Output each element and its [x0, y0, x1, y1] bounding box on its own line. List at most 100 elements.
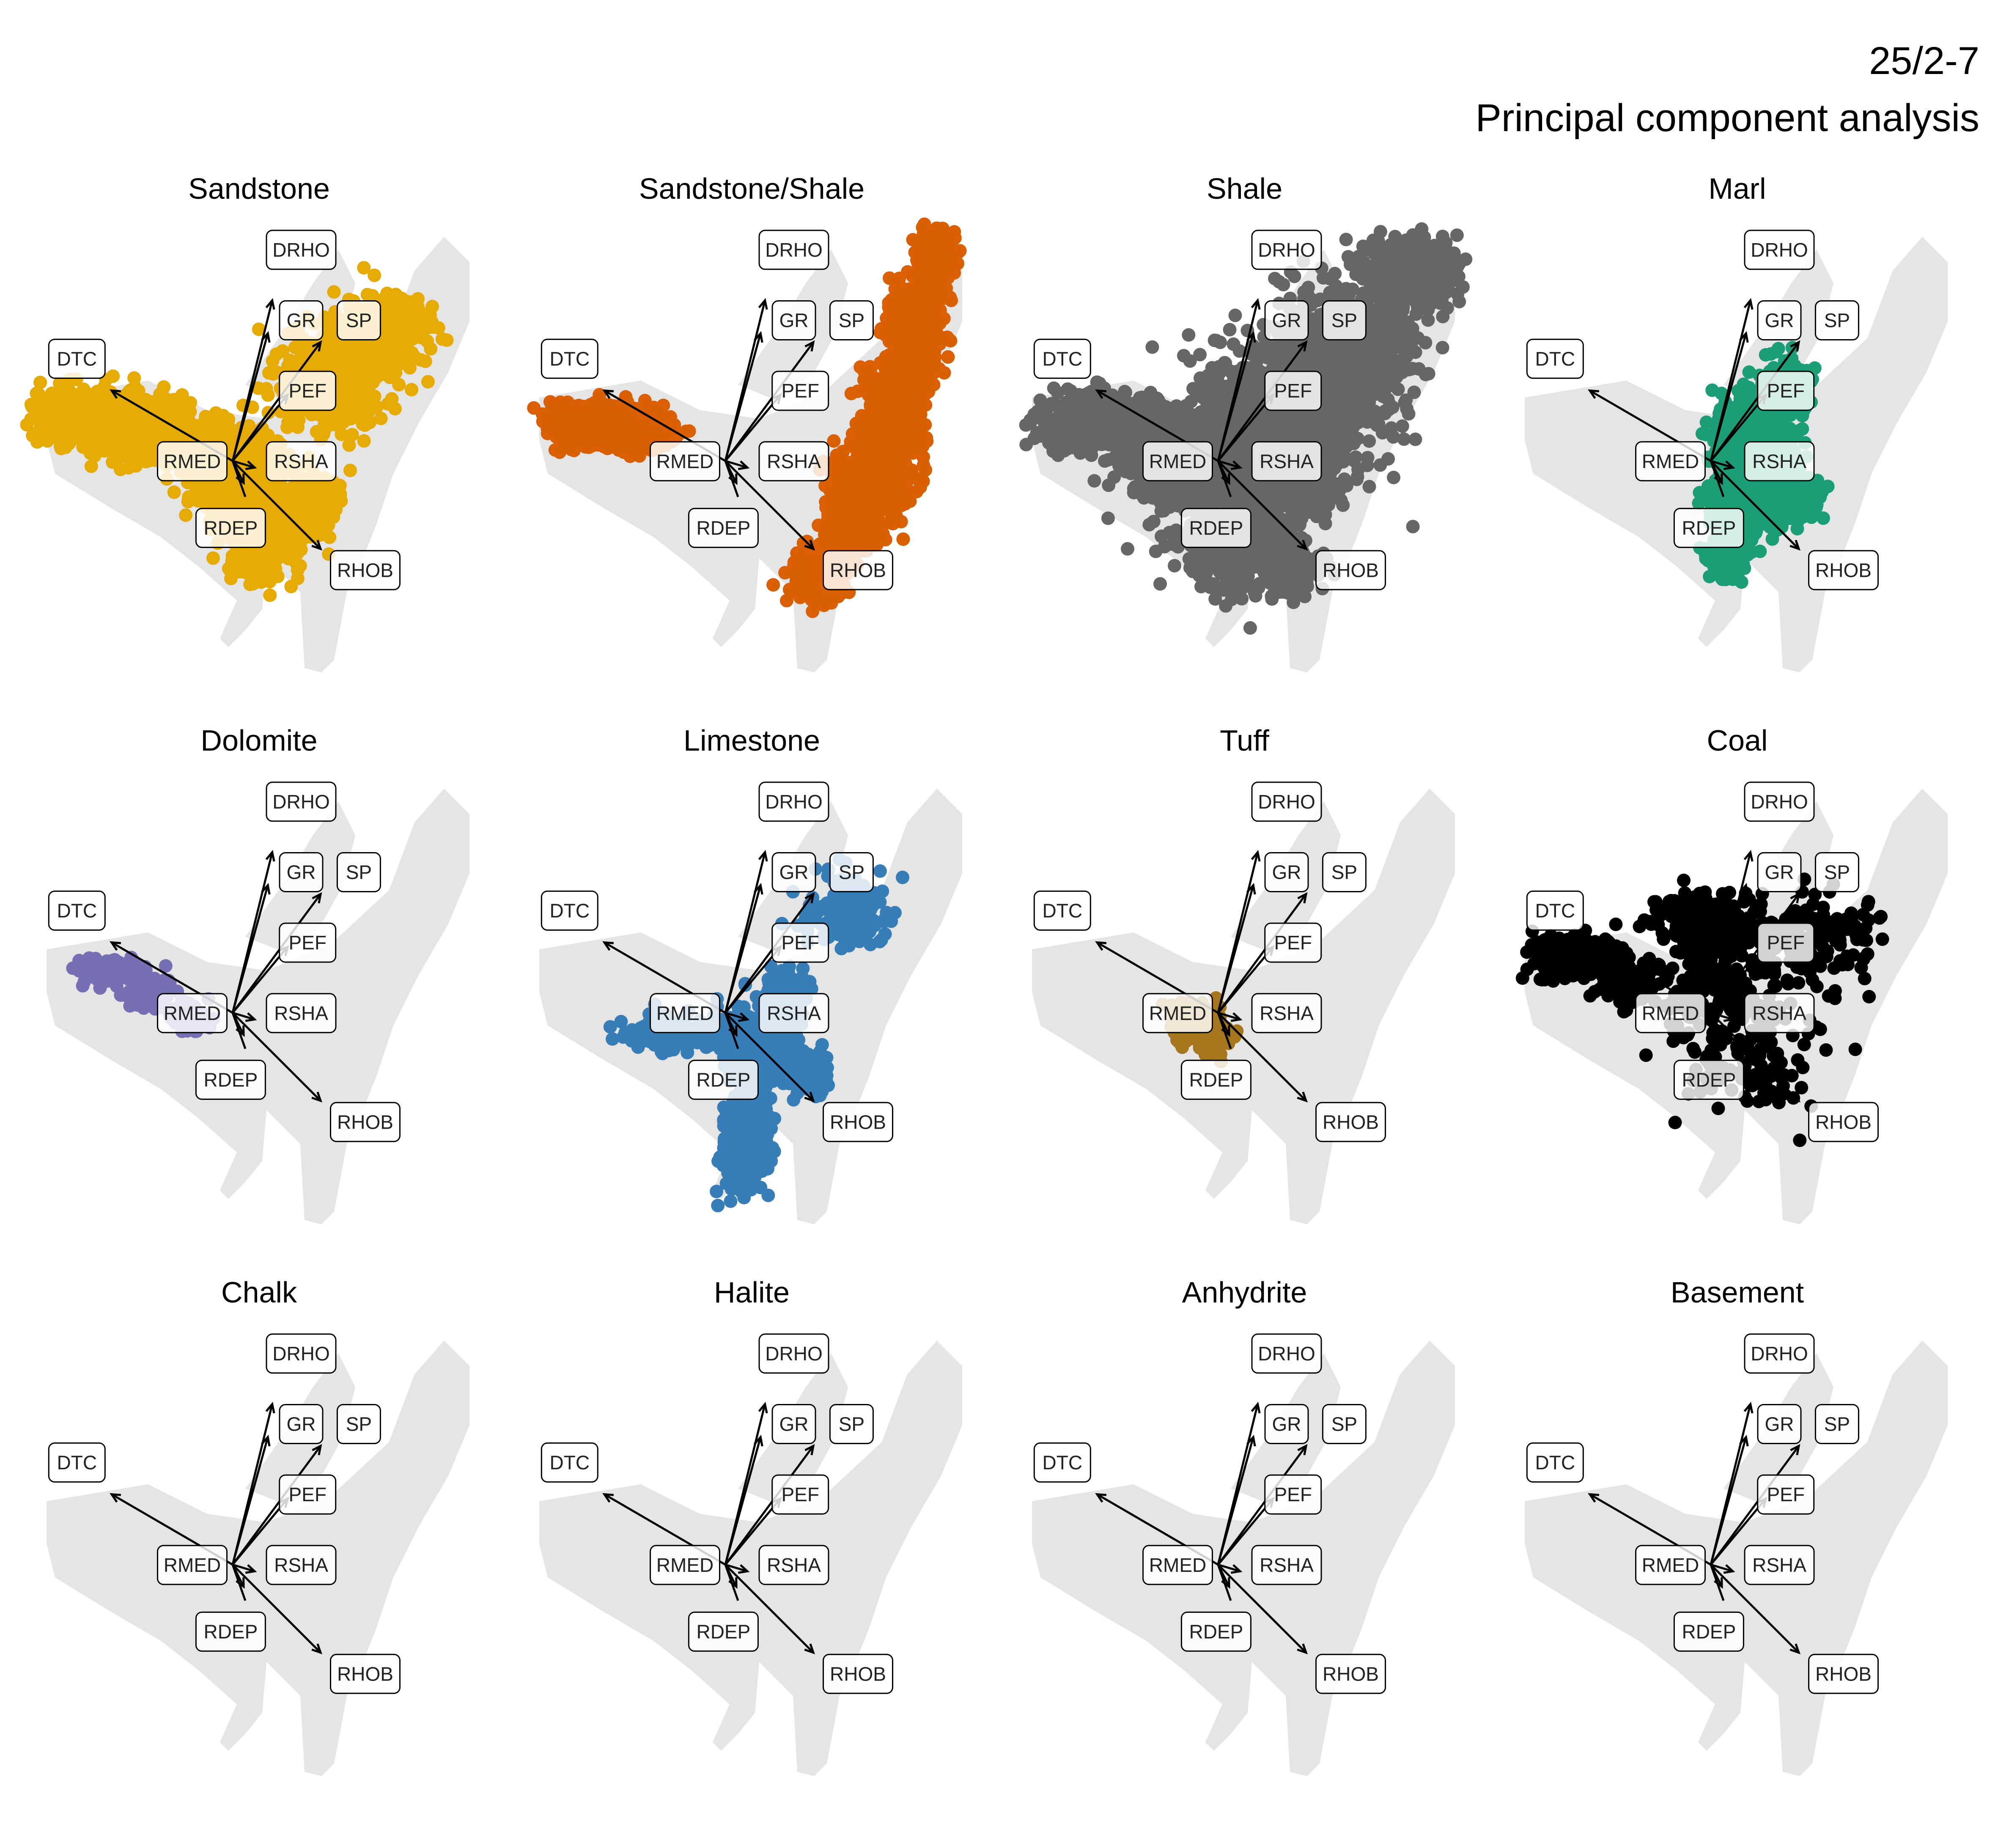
data-point — [881, 491, 895, 504]
data-point — [62, 436, 76, 450]
data-point — [263, 588, 277, 602]
data-point — [830, 448, 844, 462]
data-point — [343, 463, 357, 477]
label-text: PEF — [288, 380, 326, 402]
data-point — [222, 562, 236, 576]
data-point — [206, 551, 220, 565]
data-point — [38, 431, 52, 445]
data-point — [421, 375, 435, 389]
data-point — [266, 354, 280, 368]
data-point — [132, 453, 146, 467]
data-point — [349, 338, 363, 352]
data-point — [167, 485, 181, 499]
data-point — [335, 352, 349, 366]
data-point — [567, 444, 581, 458]
data-point — [345, 403, 359, 417]
label-gr: GR — [279, 300, 324, 340]
data-point — [245, 491, 259, 504]
data-point — [94, 415, 108, 429]
data-point — [357, 434, 371, 448]
data-point — [313, 528, 327, 542]
data-point — [357, 261, 371, 275]
data-point — [24, 412, 38, 426]
data-point — [334, 494, 348, 508]
data-point — [278, 483, 292, 497]
data-point — [380, 343, 394, 357]
label-rhob: RHOB — [330, 550, 401, 590]
data-point — [213, 423, 227, 437]
data-point — [280, 547, 294, 561]
data-point — [145, 395, 159, 409]
data-point — [244, 567, 258, 581]
data-point — [182, 490, 195, 504]
data-point — [551, 411, 565, 425]
data-point — [298, 505, 312, 519]
data-point — [200, 413, 214, 427]
data-point — [615, 428, 629, 442]
data-point — [123, 409, 137, 423]
data-point — [633, 425, 647, 439]
data-point — [578, 416, 592, 430]
label-rmed: RMED — [157, 441, 228, 482]
label-sp: SP — [336, 300, 381, 340]
label-rsha: RSHA — [266, 441, 337, 482]
label-dtc: DTC — [48, 338, 106, 379]
label-text: SP — [346, 310, 372, 332]
data-point — [827, 434, 841, 448]
data-point — [403, 361, 417, 375]
data-point — [440, 333, 454, 347]
data-point — [399, 310, 413, 324]
data-point — [381, 397, 395, 411]
data-point — [266, 568, 280, 582]
data-point — [896, 532, 910, 546]
data-point — [352, 376, 366, 389]
data-point — [33, 376, 47, 389]
label-drho: DRHO — [266, 230, 337, 270]
label-text: DRHO — [272, 239, 329, 261]
data-point — [380, 286, 394, 300]
data-point — [284, 580, 298, 593]
data-point — [291, 563, 305, 577]
data-point — [620, 409, 634, 422]
figure-subtitle: Principal component analysis — [1475, 96, 1979, 140]
label-text: RDEP — [203, 517, 258, 539]
label-text: GR — [287, 310, 316, 332]
data-point — [220, 481, 234, 495]
data-point — [97, 444, 111, 458]
data-point — [203, 482, 217, 496]
label-text: RSHA — [274, 450, 328, 472]
data-point — [294, 543, 308, 557]
data-point — [121, 439, 134, 452]
data-point — [543, 424, 557, 438]
data-point — [83, 446, 97, 460]
data-point — [74, 433, 88, 447]
data-point — [308, 492, 322, 506]
data-point — [74, 397, 88, 411]
data-point — [292, 413, 306, 427]
data-point — [183, 405, 197, 419]
data-point — [647, 400, 661, 414]
data-point — [910, 485, 923, 499]
label-rdep: RDEP — [195, 507, 266, 548]
data-point — [623, 450, 637, 463]
data-point — [384, 314, 398, 328]
data-point — [327, 285, 341, 299]
data-point — [527, 401, 541, 415]
data-point — [599, 427, 613, 441]
data-point — [276, 344, 290, 358]
label-text: RMED — [164, 450, 221, 472]
data-point — [84, 459, 98, 473]
data-point — [111, 404, 125, 418]
data-point — [895, 474, 909, 488]
data-point — [54, 383, 68, 397]
figure-title: 25/2-7 — [1869, 39, 1979, 82]
data-point — [266, 367, 280, 381]
label-text: DTC — [57, 348, 97, 370]
data-point — [30, 387, 44, 400]
panel-title: Sandstone/Shale — [639, 172, 865, 205]
label-text: RHOB — [337, 559, 393, 581]
data-point — [179, 508, 193, 522]
